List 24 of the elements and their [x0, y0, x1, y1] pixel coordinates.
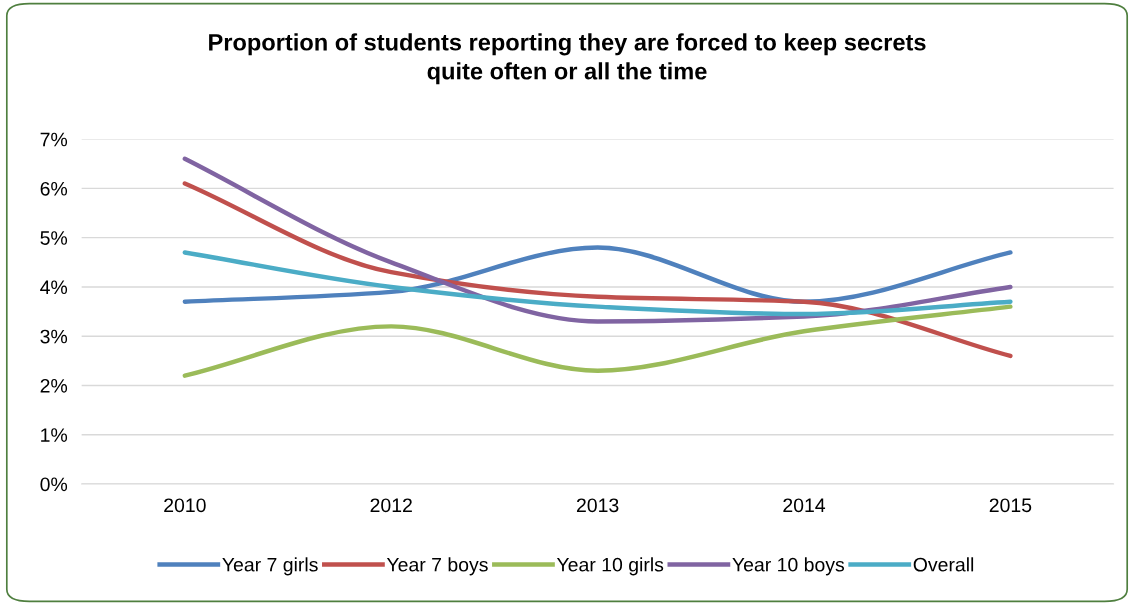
legend-label: Overall [913, 557, 974, 572]
line-series [182, 181, 1013, 359]
legend-label: Year 7 boys [386, 557, 488, 576]
legend-label: Year 7 girls [222, 557, 318, 576]
x-tick-label: 2014 [783, 498, 826, 513]
line-series [182, 304, 1013, 378]
legend-label: Year 10 girls [556, 557, 664, 576]
y-tick-label: 2% [40, 378, 68, 393]
y-tick-label: 1% [41, 428, 68, 442]
y-tick-label: 5% [40, 231, 68, 245]
x-tick-label: 2015 [989, 498, 1032, 513]
chart-title: Proportion of students reporting they are forced to keep secrets quite often or all the time [209, 33, 926, 85]
line-series [182, 250, 1013, 317]
x-tick-label: 2010 [164, 498, 206, 513]
x-tick-label: 2012 [370, 498, 412, 513]
x-tick-label: 2013 [576, 498, 619, 513]
y-tick-label: 3% [40, 329, 68, 344]
y-tick-label: 6% [40, 181, 68, 196]
y-tick-label: 7% [40, 132, 68, 147]
line-series [182, 245, 1013, 304]
line-series [182, 156, 1013, 324]
y-tick-label: 4% [40, 280, 68, 295]
y-tick-label: 0% [40, 477, 68, 492]
legend-label: Year 10 boys [732, 557, 845, 576]
